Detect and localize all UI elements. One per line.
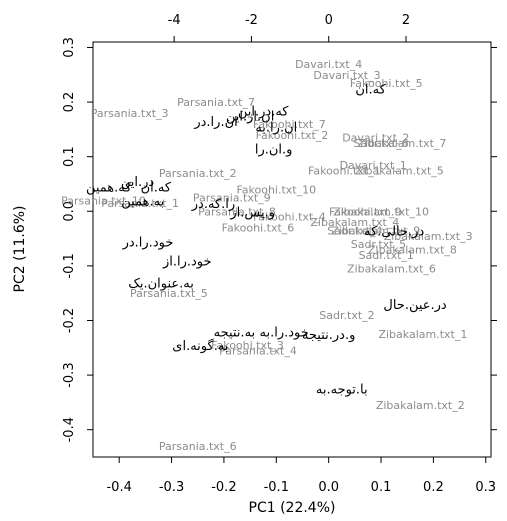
variable-label: خود.را.در	[122, 235, 174, 250]
variable-label: ان.از.این	[226, 110, 274, 125]
sample-point-label: Fakoohi.txt_6	[222, 222, 295, 235]
x-tick-label: -0.2	[211, 480, 236, 495]
sample-point-label: Parsania.txt_9	[193, 192, 271, 205]
variable-label: که.همین	[86, 181, 132, 196]
top-tick-label: -4	[168, 13, 181, 28]
sample-point-label: Fakoohi.txt_7	[253, 118, 326, 131]
sample-point-label: Parsania.txt_2	[159, 167, 237, 180]
sample-point-label: Fakoohi.txt_1	[308, 164, 381, 177]
x-tick-label: 0.0	[318, 480, 339, 495]
variable-label: که.در.این	[238, 104, 289, 119]
x-tick-label: 0.1	[371, 480, 392, 495]
sample-point-label: Parsania.txt_5	[130, 287, 208, 300]
variable-label: در.این	[121, 175, 155, 190]
sample-point-label: Zibakalam.txt_5	[355, 164, 444, 177]
x-tick-label: -0.1	[264, 480, 289, 495]
x-tick-label: 0.2	[423, 480, 444, 495]
sample-point-label: Sadr.txt_4	[327, 224, 382, 237]
sample-point-label: Parsania.txt_7	[177, 96, 255, 109]
sample-point-label: Zibakalam.txt_4	[310, 216, 399, 229]
sample-point-label: Davari.txt_1	[340, 159, 407, 172]
sample-point-label: Fakoohi.txt_10	[236, 183, 316, 196]
y-tick-label: 0.1	[62, 146, 77, 167]
x-tick-label: 0.3	[475, 480, 496, 495]
sample-point-label: Zibakalam.txt_7	[358, 137, 447, 150]
sample-point-label: Sadr.txt_5	[351, 238, 406, 251]
sample-point-label: Zibakalam.txt_3	[384, 230, 473, 243]
y-axis-ticks: -0.4 -0.3 -0.2 -0.1 0.0 0.1 0.2 0.3	[62, 37, 93, 442]
variable-label: و.پس.از	[229, 205, 275, 220]
variable-label: خود.را.به	[259, 325, 308, 340]
sample-point-label: Zibakalam.txt_10	[333, 205, 429, 218]
sample-point-label: Parsania.txt_8	[198, 205, 276, 218]
top-axis-ticks: -4 -2 0 2	[168, 13, 410, 42]
x-tick-label: -0.3	[159, 480, 184, 495]
sample-point-label: Fakoohi.txt_3	[211, 339, 284, 352]
variable-label: ان.را.به	[255, 121, 297, 136]
sample-point-label: Davari.txt_3	[313, 69, 380, 82]
variable-label: به.عنوان.یک	[128, 276, 194, 291]
sample-point-label: Davari.txt_4	[295, 58, 362, 71]
y-tick-label: -0.1	[62, 253, 77, 278]
top-tick-label: 0	[325, 13, 333, 28]
y-axis-title: PC2 (11.6%)	[12, 206, 28, 293]
sample-point-label: Fakoohi.txt_4	[253, 211, 326, 224]
x-axis-title: PC1 (22.4%)	[249, 500, 336, 516]
plot-frame	[92, 41, 492, 458]
y-tick-label: -0.2	[62, 308, 77, 333]
y-tick-label: 0.0	[62, 201, 77, 222]
sample-point-label: Zibakalam.txt_9	[331, 224, 420, 237]
variable-label: را.کە.در	[191, 197, 235, 212]
top-tick-label: 2	[402, 13, 410, 28]
x-axis-ticks: -0.4 -0.3 -0.2 -0.1 0.0 0.1 0.2 0.3	[106, 457, 496, 495]
y-tick-label: 0.2	[62, 92, 77, 113]
sample-point-label: Sadr.txt_2	[319, 309, 374, 322]
sample-point-label: Zibakalam.txt_8	[368, 244, 457, 257]
sample-point-label: Zibakalam.txt_1	[378, 328, 467, 341]
variable-label: و.در.نتیجه	[302, 328, 355, 343]
variable-label: با.توجه.به	[316, 383, 368, 398]
variable-label: ان.را.در	[193, 115, 237, 130]
sample-point-label: Zibakalam.txt_2	[376, 399, 465, 412]
variable-label: به.نتیجه	[214, 325, 256, 340]
variable-label: خود.را.از	[162, 254, 212, 269]
sample-point-label: Fakoohi.txt_2	[256, 129, 329, 142]
sample-point-label: Sadr.txt_6	[353, 137, 408, 150]
sample-point-label: Zibakalam.txt_6	[347, 263, 436, 276]
variable-label: به.همین	[121, 194, 164, 209]
top-tick-label: -2	[245, 13, 258, 28]
variable-label: کە.ان	[141, 181, 172, 196]
variable-label: به.گونه.ای	[172, 338, 228, 354]
y-tick-label: 0.3	[62, 37, 77, 58]
sample-point-label: Fakoohi.txt_5	[350, 77, 423, 90]
right-axis-ticks	[491, 46, 497, 431]
variable-label: و.ان.را	[255, 142, 293, 157]
y-tick-label: -0.3	[62, 362, 77, 387]
sample-point-label: Parsania.txt_4	[219, 345, 297, 358]
sample-point-label: Davari.txt_2	[342, 132, 409, 145]
variable-label: در.عین.حال	[383, 298, 447, 313]
sample-point-label: Fakoohi.txt_9	[329, 205, 402, 218]
variable-label: در.حالی.کە	[364, 224, 424, 239]
x-tick-label: -0.4	[106, 480, 131, 495]
sample-point-label: Parsania.txt_1	[101, 197, 179, 210]
variable-label: کە.ان	[355, 82, 386, 97]
sample-point-label: Parsania.txt_10	[61, 194, 146, 207]
sample-point-label: Parsania.txt_6	[159, 440, 237, 453]
y-tick-label: -0.4	[62, 417, 77, 442]
sample-point-label: Sadr.txt_1	[359, 249, 414, 262]
sample-point-label: Parsania.txt_3	[91, 107, 169, 120]
